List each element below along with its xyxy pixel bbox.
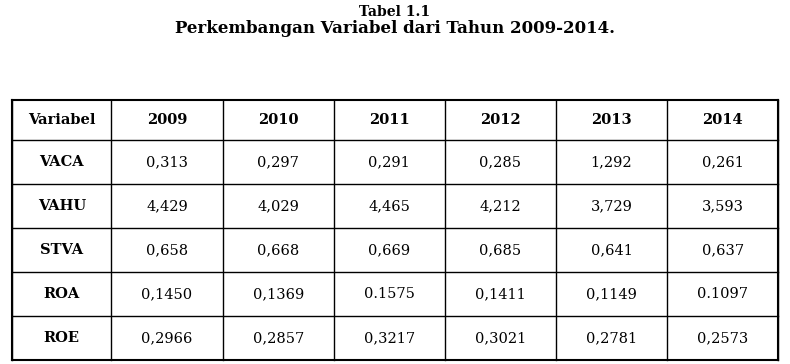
Text: 2013: 2013 xyxy=(591,113,632,127)
Text: 0,261: 0,261 xyxy=(702,155,743,169)
Text: Variabel: Variabel xyxy=(28,113,96,127)
Text: STVA: STVA xyxy=(40,244,83,257)
Text: 0,291: 0,291 xyxy=(368,155,410,169)
Text: 0,1411: 0,1411 xyxy=(475,288,525,301)
Text: 0,2857: 0,2857 xyxy=(253,331,304,345)
Text: 0,2781: 0,2781 xyxy=(586,331,637,345)
Text: 2009: 2009 xyxy=(147,113,187,127)
Text: 0,685: 0,685 xyxy=(480,244,521,257)
Text: 2011: 2011 xyxy=(369,113,410,127)
Text: 3,593: 3,593 xyxy=(702,199,743,213)
Text: ROA: ROA xyxy=(43,288,80,301)
Text: 4,029: 4,029 xyxy=(258,199,299,213)
Text: ROE: ROE xyxy=(43,331,80,345)
Text: 0,1149: 0,1149 xyxy=(586,288,637,301)
Text: 3,729: 3,729 xyxy=(591,199,633,213)
Text: 0,285: 0,285 xyxy=(480,155,521,169)
Text: Tabel 1.1: Tabel 1.1 xyxy=(359,5,431,19)
Text: VACA: VACA xyxy=(40,155,84,169)
Text: 2014: 2014 xyxy=(702,113,743,127)
Text: 0,3021: 0,3021 xyxy=(475,331,526,345)
Text: 0,2573: 0,2573 xyxy=(697,331,748,345)
Text: 4,212: 4,212 xyxy=(480,199,521,213)
Text: 0,641: 0,641 xyxy=(591,244,633,257)
Text: 0,313: 0,313 xyxy=(146,155,188,169)
Text: 0,658: 0,658 xyxy=(146,244,188,257)
Text: 0.1575: 0.1575 xyxy=(364,288,415,301)
Text: 4,429: 4,429 xyxy=(146,199,188,213)
Text: 0,669: 0,669 xyxy=(368,244,410,257)
Text: 0,297: 0,297 xyxy=(258,155,299,169)
Text: 0.1097: 0.1097 xyxy=(697,288,748,301)
Text: 0,668: 0,668 xyxy=(257,244,299,257)
Text: 2012: 2012 xyxy=(480,113,521,127)
Text: 0,1450: 0,1450 xyxy=(141,288,193,301)
Text: 1,292: 1,292 xyxy=(591,155,632,169)
Text: 4,465: 4,465 xyxy=(368,199,410,213)
Text: VAHU: VAHU xyxy=(38,199,86,213)
Text: 0,637: 0,637 xyxy=(702,244,743,257)
Text: 0,1369: 0,1369 xyxy=(253,288,304,301)
Text: 0,2966: 0,2966 xyxy=(141,331,193,345)
Text: 2010: 2010 xyxy=(258,113,299,127)
Text: 0,3217: 0,3217 xyxy=(363,331,415,345)
Text: Perkembangan Variabel dari Tahun 2009-2014.: Perkembangan Variabel dari Tahun 2009-20… xyxy=(175,20,615,37)
